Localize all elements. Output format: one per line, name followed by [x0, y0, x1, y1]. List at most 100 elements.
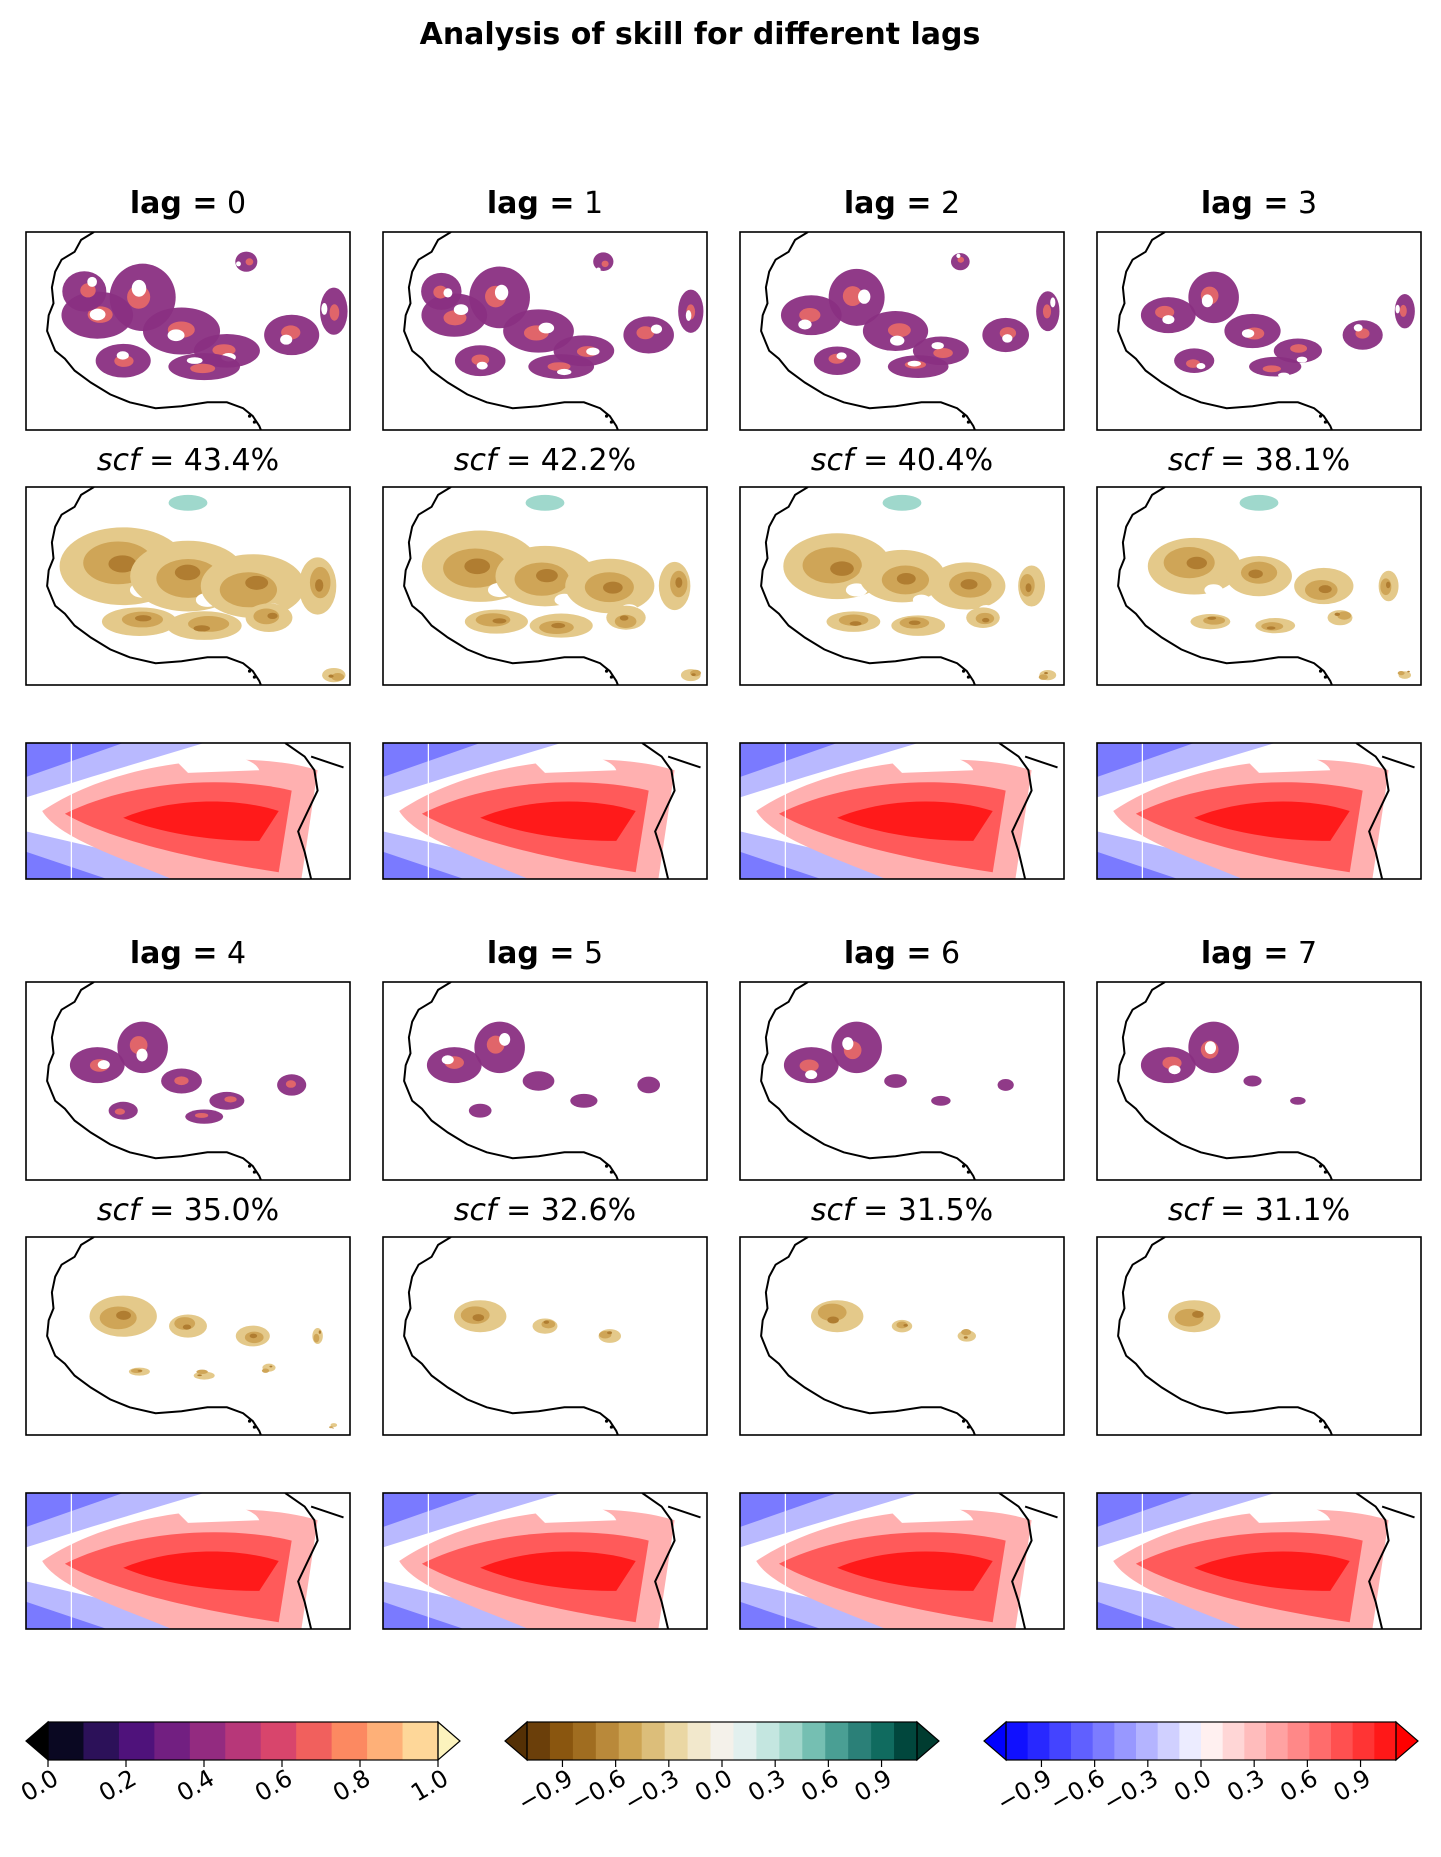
caribbean: [1024, 755, 1058, 769]
island: [609, 675, 614, 679]
skill-gap: [650, 324, 663, 334]
colorbar-segment: [710, 1722, 734, 1760]
lag-panel-1: lag = 1 scf = 42.2%: [382, 186, 708, 880]
skill-gap: [858, 289, 871, 304]
colorbar-segment: [1157, 1722, 1180, 1760]
precip-core: [315, 579, 324, 592]
island: [247, 669, 252, 673]
caribbean: [310, 1505, 344, 1519]
precip-core: [328, 674, 334, 678]
precip-core: [536, 568, 558, 583]
skill-gap: [1196, 363, 1206, 370]
skill-gap: [931, 342, 944, 350]
island: [609, 1170, 614, 1174]
sst-negative-strong: [383, 743, 481, 777]
coastline: [1117, 982, 1333, 1180]
skill-core: [245, 258, 254, 266]
precip-region-mid: [817, 1303, 847, 1322]
colorbar-segment: [1266, 1722, 1289, 1760]
caribbean: [667, 1505, 701, 1519]
skill-gap: [556, 368, 572, 376]
island: [604, 1419, 609, 1423]
sst-neutral: [528, 753, 617, 773]
colorbar-tick-label: 0.9: [850, 1764, 897, 1807]
skill-gap: [1168, 1065, 1181, 1075]
skill-region: [1243, 1075, 1262, 1087]
lag-title: lag = 1: [487, 186, 603, 221]
colorbar-tick-label: −0.3: [1098, 1764, 1162, 1817]
coastline: [760, 982, 976, 1180]
skill-core: [547, 362, 571, 371]
precip-core: [1207, 616, 1217, 620]
island: [252, 420, 257, 424]
colorbar-segment: [225, 1722, 262, 1760]
colorbar-outline: [47, 1721, 439, 1761]
colorbar-tick-label: −0.6: [566, 1764, 630, 1817]
sst-positive-core: [1194, 1551, 1350, 1591]
skill-gap: [890, 335, 905, 346]
skill-gap: [321, 303, 328, 315]
skill-gap: [798, 319, 812, 330]
colorbar-tick-label: −0.9: [992, 1764, 1056, 1817]
precip-region-mid: [1397, 671, 1405, 676]
sst-neutral: [885, 753, 974, 773]
precip-core: [827, 1316, 839, 1324]
island: [1323, 420, 1328, 424]
lag-title: lag = 5: [487, 936, 603, 971]
skill-core: [1262, 365, 1281, 373]
colorbar-segment: [664, 1722, 689, 1760]
precip-map-frame: [739, 1236, 1065, 1436]
sst-positive-core: [123, 801, 279, 841]
precip-core: [318, 1330, 322, 1334]
scf-symbol: scf: [454, 443, 501, 478]
sst-negative-strong: [1097, 743, 1195, 777]
skill-core: [1399, 304, 1407, 317]
skill-gap: [494, 284, 509, 301]
coastline: [403, 1237, 619, 1435]
colorbar-segment: [618, 1722, 643, 1760]
colorbar-segment: [1006, 1722, 1029, 1760]
colorbar-segment: [118, 1722, 155, 1760]
skill-gap: [186, 357, 203, 364]
precip-region-mid: [1337, 611, 1352, 620]
lag-panel-7: lag = 7 scf = 31.1%: [1096, 936, 1422, 1630]
island: [604, 414, 609, 418]
coastline: [403, 232, 619, 430]
colorbar-segment: [48, 1722, 84, 1760]
skill-gap: [836, 352, 847, 360]
skill-gap: [1201, 294, 1213, 308]
scf-label: scf = 32.6%: [454, 1193, 636, 1228]
precip-region-mid: [130, 1368, 143, 1373]
lag-title: lag = 4: [130, 936, 246, 971]
colorbar-segment: [1287, 1722, 1310, 1760]
skill-core: [842, 286, 863, 307]
precip-core: [197, 1374, 202, 1377]
skill-gap: [1002, 334, 1013, 343]
skill-core: [212, 344, 236, 356]
precip-region-mid: [313, 1333, 320, 1343]
lag-title: lag = 3: [1201, 186, 1317, 221]
skill-gap: [499, 1032, 511, 1046]
precip-region-mid: [261, 1368, 270, 1373]
sst-negative-strong: [383, 851, 464, 879]
precip-map-frame: [382, 1236, 708, 1436]
lag-label: lag =: [487, 936, 575, 971]
precip-core: [1334, 612, 1341, 616]
skill-core: [285, 1080, 297, 1088]
lag-value: 7: [1288, 936, 1317, 971]
coastline: [760, 232, 976, 430]
coastline: [760, 487, 976, 685]
skill-region: [997, 1079, 1014, 1091]
island: [252, 1425, 257, 1429]
precip-core: [472, 1314, 485, 1322]
precip-core: [464, 558, 491, 575]
scf-value: = 35.0%: [140, 1193, 280, 1228]
skill-gap: [136, 1048, 148, 1062]
precip-map-frame: [1096, 1236, 1422, 1436]
coastline: [641, 743, 676, 879]
precip-core: [249, 1333, 258, 1339]
island: [247, 1419, 252, 1423]
skill-region: [1290, 1096, 1306, 1105]
skill-gap: [1353, 324, 1363, 332]
lag-panel-6: lag = 6 scf = 31.5%: [739, 936, 1065, 1630]
